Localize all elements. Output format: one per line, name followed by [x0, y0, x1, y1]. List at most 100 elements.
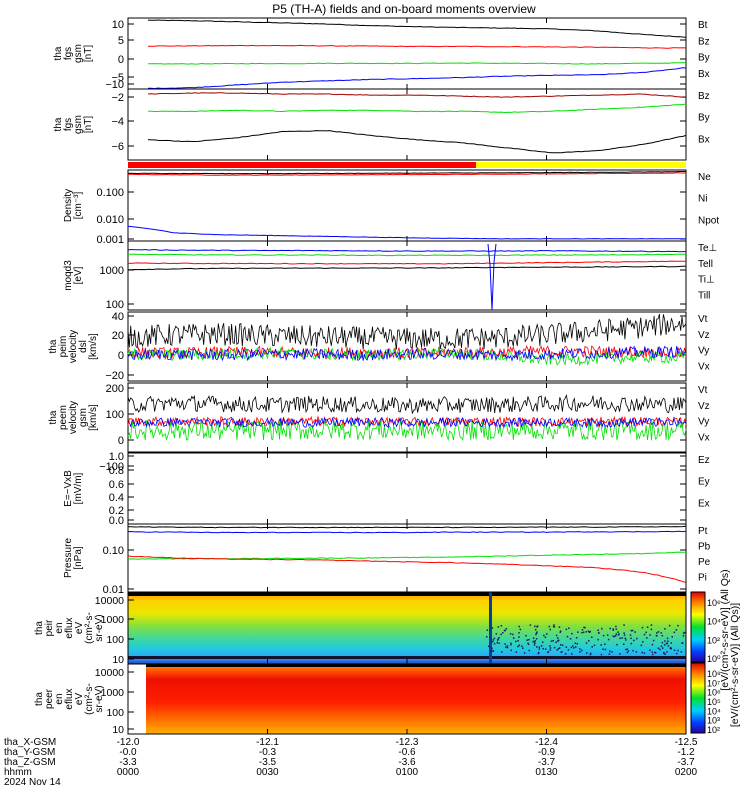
- spectrogram-noise: [602, 634, 605, 637]
- panel-1: 10 5 0 −5−10 tha fgs gsm [nT] Bt Bz By Bx: [53, 17, 710, 91]
- spectrogram-noise: [558, 647, 561, 649]
- spectrogram-noise: [537, 652, 540, 655]
- spectrogram-noise: [510, 644, 512, 646]
- legend-vx: Vx: [698, 432, 710, 443]
- footer-row-label: hhmm: [4, 767, 32, 778]
- y-axis-label: velocity: [68, 401, 79, 434]
- spectrogram-noise: [661, 647, 664, 649]
- legend-pb: Pb: [698, 542, 711, 553]
- y-tick-label: 100: [106, 707, 124, 719]
- spectrogram-noise: [623, 632, 625, 634]
- spectrogram-noise: [593, 644, 596, 647]
- y-axis-label: tha: [53, 46, 64, 60]
- spectrogram-noise: [665, 642, 668, 645]
- spectrogram-noise: [540, 645, 543, 647]
- spectrogram-noise: [515, 651, 518, 653]
- spectrogram-noise: [621, 637, 623, 639]
- spectrogram-noise: [493, 643, 496, 645]
- spectrogram-noise: [569, 638, 572, 640]
- panel-5: 40 20 0 −20 tha peim velocity dsl [km/s] Vt Vz Vy Vx: [48, 311, 710, 382]
- spectrogram-noise: [649, 649, 651, 651]
- y-axis-label: [mV/m]: [73, 472, 84, 504]
- spectrogram-noise: [532, 640, 534, 643]
- series-bz: [148, 44, 687, 49]
- legend-te⊥: Te⊥: [698, 243, 717, 254]
- spectrogram-noise: [489, 636, 491, 639]
- spectrogram-noise: [573, 647, 575, 649]
- footer-value: -0.6: [398, 747, 416, 758]
- y-tick-label: 1000: [101, 687, 125, 699]
- spectrogram-noise: [600, 653, 603, 656]
- spectrogram-noise: [635, 651, 638, 653]
- spectrogram-image: [128, 592, 686, 664]
- footer-value: 0030: [256, 767, 279, 778]
- spectrogram-noise: [522, 647, 524, 649]
- y-axis-label: tha: [34, 692, 45, 706]
- spectrogram-noise: [538, 648, 541, 650]
- spectrogram-noise: [606, 634, 609, 636]
- footer-value: -3.6: [398, 757, 416, 768]
- spectrogram-noise: [627, 650, 630, 652]
- spectrogram-noise: [619, 637, 621, 640]
- spectrogram-noise: [535, 633, 537, 636]
- spectrogram-noise: [559, 630, 562, 632]
- spectrogram-noise: [616, 643, 618, 646]
- series-vx: [127, 345, 687, 362]
- spectrogram-noise: [575, 646, 577, 648]
- spectrogram-noise: [553, 626, 556, 628]
- spectrogram-noise: [591, 646, 593, 648]
- spectrogram-noise: [518, 644, 520, 647]
- y-tick-label: 10000: [95, 667, 124, 679]
- spectrogram-noise: [538, 646, 541, 648]
- spectrogram-noise: [552, 640, 554, 642]
- spectrogram-noise: [521, 645, 523, 647]
- spectrogram-noise: [491, 641, 494, 643]
- spectrogram-2: 10000 1000 100 10 tha peer en eflux eV (cm²-s-sr-…: [34, 663, 687, 736]
- spectrogram-noise: [497, 639, 499, 641]
- y-axis-label: [nPa]: [73, 546, 84, 570]
- spectrogram-noise: [492, 639, 494, 641]
- legend-pe: Pe: [698, 557, 711, 568]
- spectrogram-noise: [615, 633, 618, 635]
- spectrogram-top-band: [146, 664, 686, 667]
- y-tick-label: −4: [111, 116, 124, 128]
- y-axis-label: gsm: [73, 44, 84, 63]
- spectrogram-noise: [677, 624, 679, 627]
- spectrogram-noise: [519, 628, 522, 631]
- series-vt: [127, 313, 687, 350]
- colorbar-tick-label: 10³: [707, 716, 720, 726]
- y-tick-label: 10: [112, 654, 124, 666]
- spectrogram-noise: [550, 640, 553, 642]
- spectrogram-noise: [609, 627, 611, 630]
- series-vy: [127, 346, 687, 367]
- spectrogram-noise: [572, 645, 574, 647]
- y-tick-label: 10: [112, 724, 124, 736]
- spectrogram-noise: [611, 651, 613, 653]
- y-axis-label: peim: [58, 336, 69, 358]
- y-tick-label: 200: [106, 383, 124, 395]
- y-tick-label: 1.0: [109, 451, 124, 463]
- spectrogram-noise: [544, 636, 547, 638]
- spectrogram-noise: [646, 626, 649, 628]
- spectrogram-noise: [536, 631, 538, 633]
- colorbar-tick-label: 10⁴: [707, 617, 721, 627]
- y-axis-label: [nT]: [83, 45, 94, 62]
- y-axis-label: eflux: [64, 688, 75, 709]
- spectrogram-noise: [613, 635, 616, 638]
- spectrogram-noise: [582, 631, 585, 633]
- spectrogram-noise: [587, 630, 590, 632]
- spectrogram-noise: [652, 653, 654, 656]
- footer-row-label: tha_Y-GSM: [4, 747, 55, 758]
- panel-frame: [127, 311, 687, 382]
- series-vy: [127, 419, 687, 442]
- series-vz: [127, 415, 687, 428]
- spectrogram-noise: [497, 626, 500, 628]
- spectrogram-noise: [650, 628, 653, 631]
- spectrogram-noise: [654, 651, 656, 654]
- panel-6: 200 100 0 −100 tha peem velocity gsm [km/s] Vt Vz V…: [48, 382, 710, 473]
- spectrogram-noise: [498, 642, 500, 644]
- spectrogram-noise: [535, 638, 538, 640]
- spectrogram-noise: [615, 625, 617, 628]
- series-tell: [128, 265, 686, 271]
- spectrogram-noise: [579, 648, 581, 650]
